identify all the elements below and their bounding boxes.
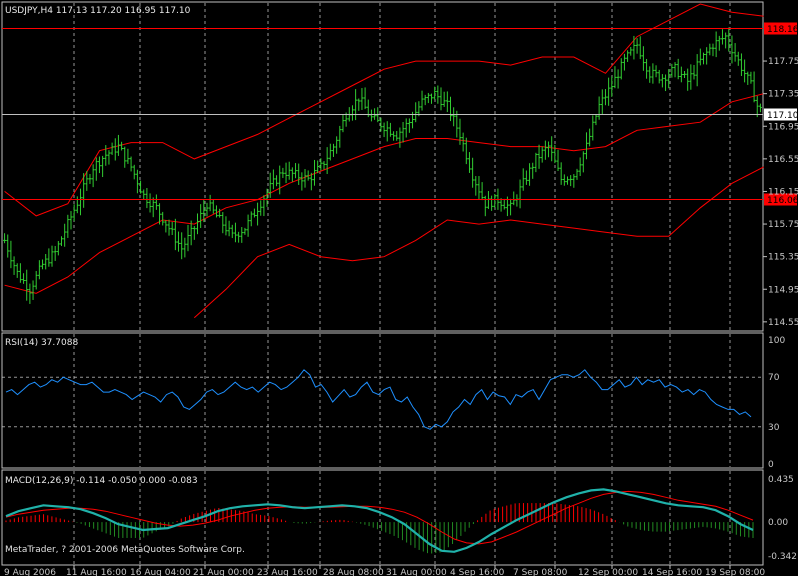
price-tick-label-2: 116.95 [768,122,798,132]
rsi-pane-frame [1,332,764,469]
band-upper [4,3,764,217]
macd-pane[interactable]: 0.435 0.00 -0.342 MACD(12,26,9) -0.114 -0.… [1,469,797,566]
time-tick-label-8: 7 Sep 08:00 [513,568,568,576]
band-middle [4,93,764,294]
hline-label-1: 116.06 [767,196,798,206]
macd-main-line [5,488,754,553]
time-tick-label-5: 28 Aug 08:00 [323,568,384,576]
hline-label-0: 118.16 [767,25,798,35]
price-tick-label-5: 115.75 [768,220,798,230]
time-tick-label-1: 11 Aug 16:00 [66,568,127,576]
band-lower [193,166,764,319]
copyright-text: MetaTrader, ? 2001-2006 MetaQuotes Softw… [5,545,245,555]
rsi-pane[interactable]: 100 70 30 0 RSI(14) 37.7088 [1,332,785,470]
rsi-line [5,369,752,430]
price-tick-label-7: 114.95 [768,285,798,295]
bollinger-bands [4,3,764,319]
macd-signal-line [5,490,754,545]
time-tick-label-4: 23 Aug 16:00 [257,568,318,576]
time-tick-label-7: 4 Sep 16:00 [450,568,505,576]
time-tick-label-11: 19 Sep 08:00 [705,568,765,576]
price-pane[interactable]: 118.16 116.06 117.10 117.75 117.35 116.95 116… [1,1,798,332]
time-tick-label-6: 31 Aug 00:00 [386,568,447,576]
price-tick-label-8: 114.55 [768,318,798,328]
rsi-tick-label-1: 70 [768,373,780,383]
rsi-tick-label-0: 100 [768,336,785,346]
macd-pane-frame [1,469,764,566]
time-tick-label-0: 9 Aug 2006 [4,568,56,576]
macd-axis: 0.435 0.00 -0.342 [768,475,797,562]
hline-label-bg-2 [764,108,797,121]
hline-label-2: 117.10 [767,111,798,121]
price-tick-label-0: 117.75 [768,57,798,67]
price-pane-frame [1,1,764,332]
price-bars [3,27,762,304]
chart-header: USDJPY,H4 117.13 117.20 116.95 117.10 [5,6,191,16]
time-axis: 9 Aug 2006 11 Aug 16:00 16 Aug 04:00 21 Aug… [4,565,765,576]
price-tick-label-6: 115.35 [768,253,798,263]
rsi-grid [2,334,763,467]
macd-tick-label-1: 0.00 [768,518,788,528]
rsi-header: RSI(14) 37.7088 [5,338,78,348]
rsi-tick-label-2: 30 [768,423,780,433]
rsi-series [5,369,752,430]
macd-tick-label-2: -0.342 [768,552,797,562]
horizontal-lines: 118.16 116.06 117.10 [2,22,798,206]
price-grid [73,3,731,330]
price-axis: 117.75 117.35 116.95 116.55 116.15 115.75 115.… [763,57,798,328]
time-tick-label-3: 21 Aug 00:00 [193,568,254,576]
hline-label-bg-1 [764,193,797,206]
macd-header: MACD(12,26,9) -0.114 -0.050 0.000 -0.083 [5,476,198,486]
price-tick-label-3: 116.55 [768,155,798,165]
rsi-tick-label-3: 0 [768,460,774,470]
hline-label-bg-0 [764,22,797,35]
time-tick-label-2: 16 Aug 04:00 [130,568,191,576]
price-tick-label-1: 117.35 [768,90,798,100]
time-tick-label-9: 12 Sep 00:00 [578,568,638,576]
rsi-axis: 100 70 30 0 [768,336,785,470]
price-tick-label-4: 116.15 [768,187,798,197]
macd-series [5,488,754,553]
macd-tick-label-0: 0.435 [768,475,794,485]
time-tick-label-10: 14 Sep 16:00 [642,568,702,576]
